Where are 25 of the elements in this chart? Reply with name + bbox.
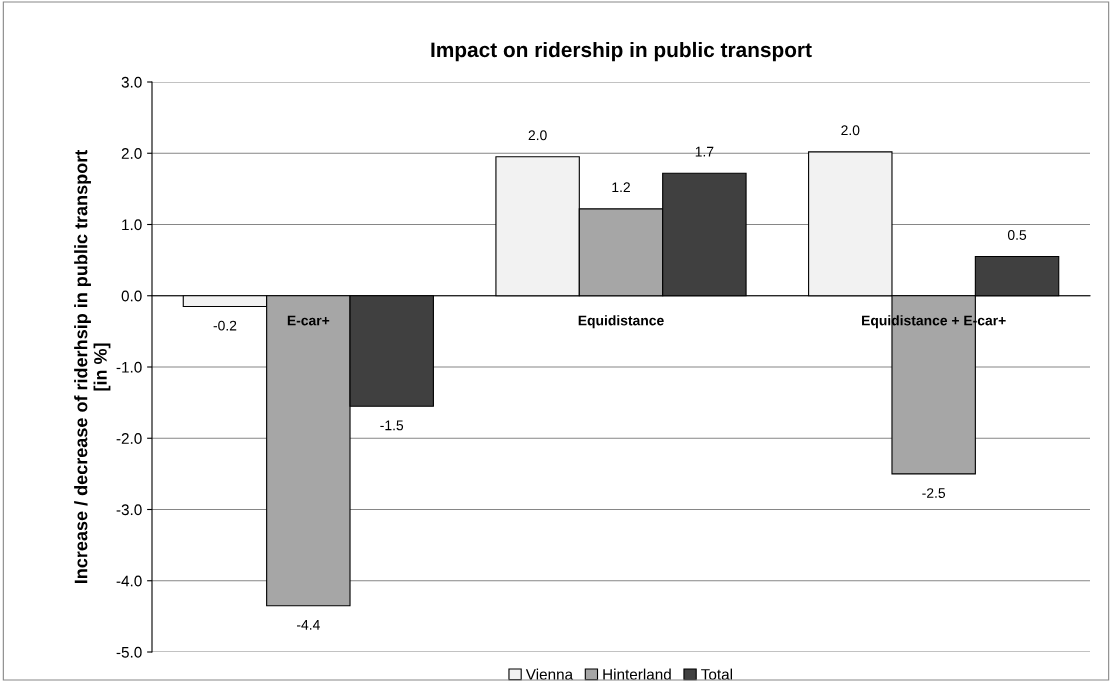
- y-axis-title: Increase / decrease of riderhsip in public transport [in %]: [74, 149, 111, 584]
- y-tick-label: 0.0: [121, 290, 142, 302]
- y-tick-label: -2.0: [116, 433, 142, 444]
- data-label: -2.5: [922, 488, 946, 498]
- data-label: 2.0: [841, 125, 860, 136]
- legend-label: Vienna: [525, 668, 574, 680]
- y-tick-label: 3.0: [121, 76, 142, 88]
- y-tick-label: -5.0: [116, 646, 142, 658]
- legend-label: Hinterland: [603, 668, 671, 680]
- data-label: 2.0: [528, 130, 547, 141]
- data-label: -4.4: [296, 620, 320, 630]
- x-tick-label: Equidistance: [578, 315, 664, 329]
- data-label: -0.2: [213, 320, 237, 331]
- legend-label: Total: [701, 668, 733, 680]
- chart-title: Impact on ridership in public transport: [431, 41, 812, 62]
- x-tick-label: E-car+: [287, 315, 330, 326]
- data-label: -1.5: [380, 420, 404, 431]
- data-label: 1.2: [612, 182, 630, 193]
- y-tick-label: 1.0: [122, 219, 142, 231]
- y-tick-label: 2.0: [121, 148, 142, 159]
- data-label: 1.7: [695, 146, 714, 157]
- y-tick-label: -3.0: [116, 504, 142, 516]
- y-tick-label: -4.0: [116, 575, 142, 587]
- y-tick-label: -1.0: [116, 361, 142, 373]
- data-label: 0.5: [1007, 230, 1027, 240]
